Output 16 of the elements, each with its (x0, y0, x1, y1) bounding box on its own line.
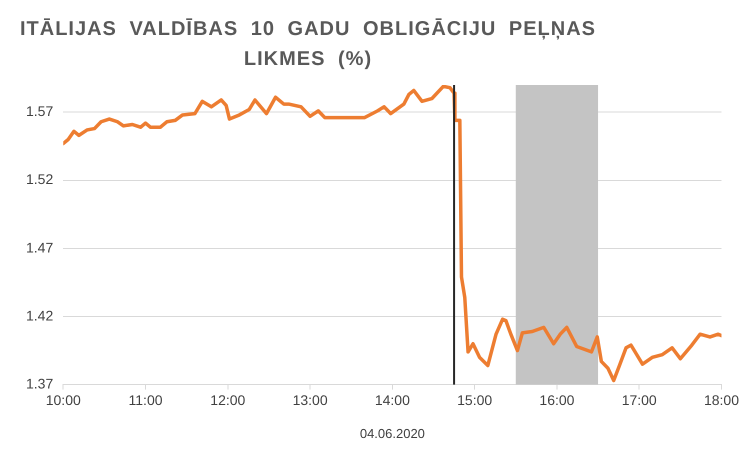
x-tick-label: 10:00 (46, 392, 81, 408)
x-tick-label: 14:00 (374, 392, 410, 408)
y-tick-label: 1.47 (26, 239, 54, 256)
y-tick-label: 1.37 (26, 375, 54, 392)
x-tick-label: 11:00 (128, 392, 163, 408)
y-tick-label: 1.52 (26, 171, 54, 188)
x-tick-label: 12:00 (210, 392, 246, 408)
y-tick-label: 1.42 (26, 307, 54, 324)
x-tick-label: 15:00 (457, 392, 492, 408)
x-tick-label: 18:00 (704, 392, 740, 408)
y-tick-label: 1.57 (26, 103, 54, 120)
x-tick-label: 16:00 (539, 392, 575, 408)
x-axis-title: 04.06.2020 (360, 426, 425, 441)
x-tick-label: 17:00 (622, 392, 657, 408)
chart-title: ITĀLIJAS VALDĪBAS 10 GADU OBLIGĀCIJU PEĻŅAS LIKMES (%) (18, 17, 598, 72)
x-tick-label: 13:00 (292, 392, 328, 408)
